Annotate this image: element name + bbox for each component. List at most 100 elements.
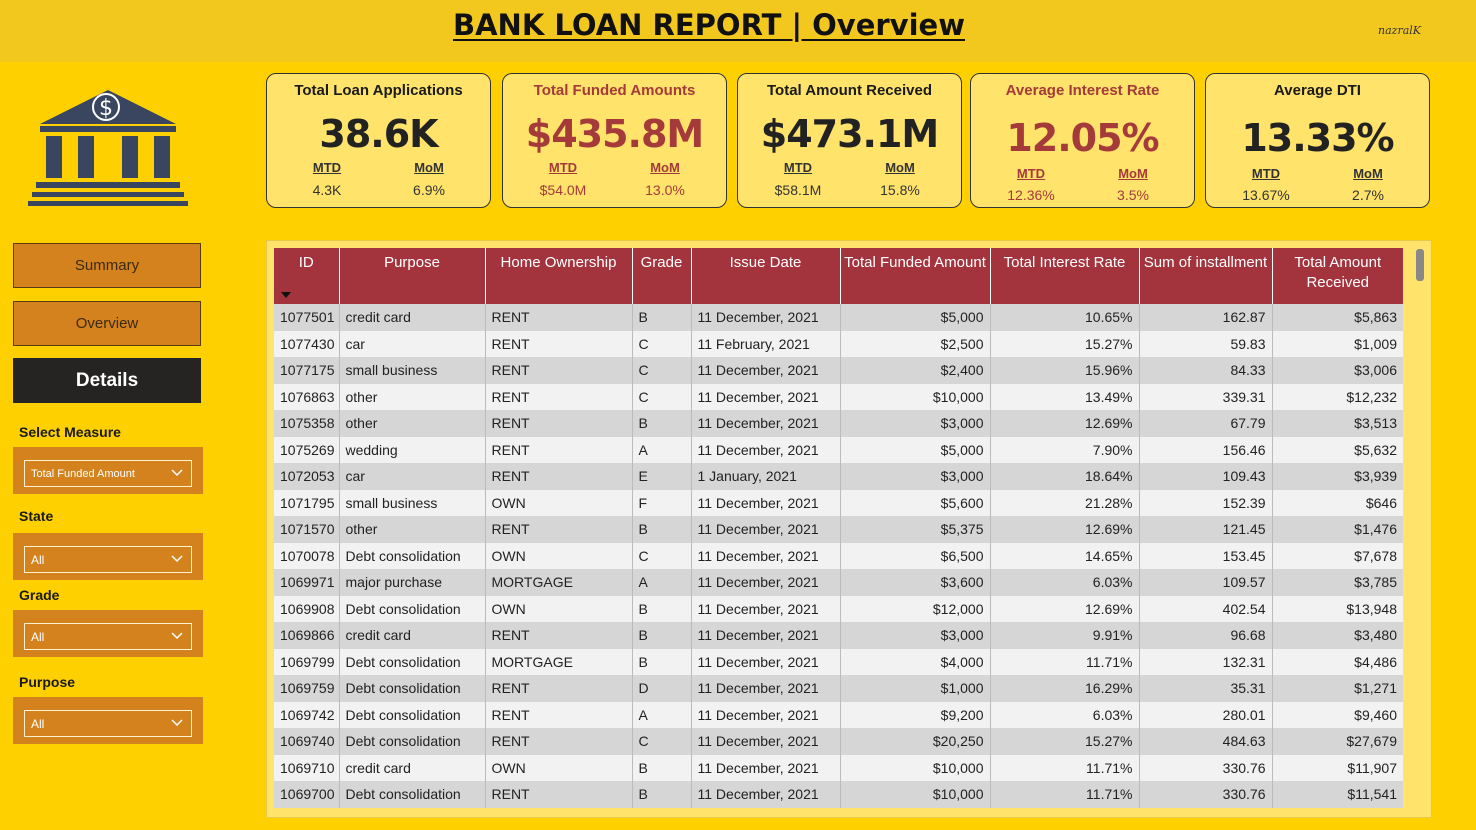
cell-total-interest-rate: 12.69% [990, 516, 1140, 543]
state-dropdown[interactable]: All [24, 546, 192, 573]
details-button[interactable]: Details [13, 358, 201, 403]
cell-grade: F [632, 489, 692, 516]
column-header-total-funded-amount[interactable]: Total Funded Amount [840, 248, 991, 304]
table-row[interactable]: 1069742 Debt consolidation RENT A 11 Decembe… [274, 701, 1403, 728]
cell-sum-of-installment: 109.57 [1139, 569, 1273, 596]
grade-value: All [31, 629, 45, 644]
table-row[interactable]: 1069971 major purchase MORTGAGE A 11 Decembe… [274, 569, 1403, 596]
kpi-mtd-value: $54.0M [539, 182, 587, 198]
cell-id: 1077175 [274, 357, 340, 384]
cell-sum-of-installment: 339.31 [1139, 383, 1273, 410]
summary-button[interactable]: Summary [13, 243, 201, 288]
table-row[interactable]: 1077430 car RENT C 11 February, 2021 $2,500 15… [274, 330, 1403, 357]
table-row[interactable]: 1077501 credit card RENT B 11 December, 2021… [274, 304, 1403, 331]
cell-grade: C [632, 728, 692, 755]
measure-dropdown[interactable]: Total Funded Amount [24, 460, 192, 487]
cell-id: 1077501 [274, 304, 340, 331]
cell-total-interest-rate: 21.28% [990, 489, 1140, 516]
loan-details-table-panel: ID Purpose Home Ownership Grade Issue Da… [266, 240, 1432, 818]
cell-total-amount-received: $3,513 [1272, 410, 1403, 437]
cell-total-funded-amount: $3,000 [840, 463, 991, 490]
kpi-title: Total Amount Received [766, 82, 933, 99]
cell-issue-date: 11 December, 2021 [691, 436, 841, 463]
cell-sum-of-installment: 152.39 [1139, 489, 1273, 516]
svg-text:$: $ [99, 96, 113, 121]
column-header-home-ownership[interactable]: Home Ownership [485, 248, 633, 304]
cell-total-amount-received: $12,232 [1272, 383, 1403, 410]
cell-total-interest-rate: 15.27% [990, 330, 1140, 357]
cell-purpose: major purchase [339, 569, 486, 596]
cell-total-interest-rate: 6.03% [990, 701, 1140, 728]
kpi-mom-label: MoM [650, 160, 680, 175]
cell-grade: D [632, 675, 692, 702]
table-scrollbar[interactable] [1416, 249, 1424, 281]
table-row[interactable]: 1072053 car RENT E 1 January, 2021 $3,000 18.6… [274, 463, 1403, 490]
cell-total-amount-received: $1,271 [1272, 675, 1403, 702]
table-row[interactable]: 1069759 Debt consolidation RENT D 11 Decembe… [274, 675, 1403, 702]
cell-grade: A [632, 436, 692, 463]
kpi-mom-label: MoM [1118, 166, 1148, 181]
column-header-total-interest-rate[interactable]: Total Interest Rate [990, 248, 1140, 304]
cell-home-ownership: RENT [485, 728, 633, 755]
table-row[interactable]: 1069799 Debt consolidation MORTGAGE B 11 Dec… [274, 648, 1403, 675]
cell-grade: A [632, 701, 692, 728]
cell-home-ownership: OWN [485, 542, 633, 569]
table-row[interactable]: 1075269 wedding RENT A 11 December, 2021 $5,0… [274, 436, 1403, 463]
cell-sum-of-installment: 96.68 [1139, 622, 1273, 649]
loan-details-table: ID Purpose Home Ownership Grade Issue Da… [274, 248, 1403, 808]
cell-grade: C [632, 357, 692, 384]
table-row[interactable]: 1069908 Debt consolidation OWN B 11 December… [274, 595, 1403, 622]
table-row[interactable]: 1071795 small business OWN F 11 December, 20… [274, 489, 1403, 516]
cell-total-funded-amount: $10,000 [840, 383, 991, 410]
cell-total-funded-amount: $10,000 [840, 754, 991, 781]
cell-id: 1069710 [274, 754, 340, 781]
table-row[interactable]: 1069740 Debt consolidation RENT C 11 Decembe… [274, 728, 1403, 755]
cell-sum-of-installment: 109.43 [1139, 463, 1273, 490]
cell-sum-of-installment: 84.33 [1139, 357, 1273, 384]
cell-total-amount-received: $1,009 [1272, 330, 1403, 357]
overview-button[interactable]: Overview [13, 301, 201, 346]
cell-total-funded-amount: $4,000 [840, 648, 991, 675]
cell-grade: C [632, 383, 692, 410]
purpose-label: Purpose [19, 674, 76, 690]
purpose-value: All [31, 716, 45, 731]
table-row[interactable]: 1075358 other RENT B 11 December, 2021 $3,000… [274, 410, 1403, 437]
cell-home-ownership: RENT [485, 330, 633, 357]
column-header-sum-of-installment[interactable]: Sum of installment [1139, 248, 1273, 304]
cell-issue-date: 11 December, 2021 [691, 781, 841, 808]
column-header-issue-date[interactable]: Issue Date [691, 248, 841, 304]
column-header-id[interactable]: ID [274, 248, 340, 304]
cell-id: 1069759 [274, 675, 340, 702]
cell-total-funded-amount: $1,000 [840, 675, 991, 702]
table-row[interactable]: 1070078 Debt consolidation OWN C 11 December… [274, 542, 1403, 569]
table-row[interactable]: 1071570 other RENT B 11 December, 2021 $5,375… [274, 516, 1403, 543]
cell-issue-date: 11 December, 2021 [691, 701, 841, 728]
cell-issue-date: 11 December, 2021 [691, 754, 841, 781]
table-row[interactable]: 1076863 other RENT C 11 December, 2021 $10,00… [274, 383, 1403, 410]
column-header-total-amount-received[interactable]: Total Amount Received [1272, 248, 1403, 304]
cell-total-amount-received: $11,541 [1272, 781, 1403, 808]
cell-total-amount-received: $1,476 [1272, 516, 1403, 543]
cell-sum-of-installment: 280.01 [1139, 701, 1273, 728]
cell-purpose: Debt consolidation [339, 595, 486, 622]
table-row[interactable]: 1069866 credit card RENT B 11 December, 2021… [274, 622, 1403, 649]
table-row[interactable]: 1077175 small business RENT C 11 December, 2… [274, 357, 1403, 384]
kpi-title: Total Funded Amounts [533, 82, 696, 99]
purpose-dropdown[interactable]: All [24, 710, 192, 737]
cell-sum-of-installment: 132.31 [1139, 648, 1273, 675]
cell-sum-of-installment: 484.63 [1139, 728, 1273, 755]
table-row[interactable]: 1069710 credit card OWN B 11 December, 2021 $… [274, 754, 1403, 781]
cell-sum-of-installment: 330.76 [1139, 781, 1273, 808]
sort-descending-icon [281, 292, 291, 298]
cell-total-funded-amount: $12,000 [840, 595, 991, 622]
cell-purpose: Debt consolidation [339, 542, 486, 569]
grade-dropdown[interactable]: All [24, 623, 192, 650]
column-header-purpose[interactable]: Purpose [339, 248, 486, 304]
measure-value: Total Funded Amount [31, 467, 135, 480]
cell-id: 1075358 [274, 410, 340, 437]
column-header-grade[interactable]: Grade [632, 248, 692, 304]
cell-total-amount-received: $9,460 [1272, 701, 1403, 728]
table-row[interactable]: 1069700 Debt consolidation RENT B 11 Decembe… [274, 781, 1403, 808]
cell-purpose: small business [339, 357, 486, 384]
cell-id: 1069740 [274, 728, 340, 755]
